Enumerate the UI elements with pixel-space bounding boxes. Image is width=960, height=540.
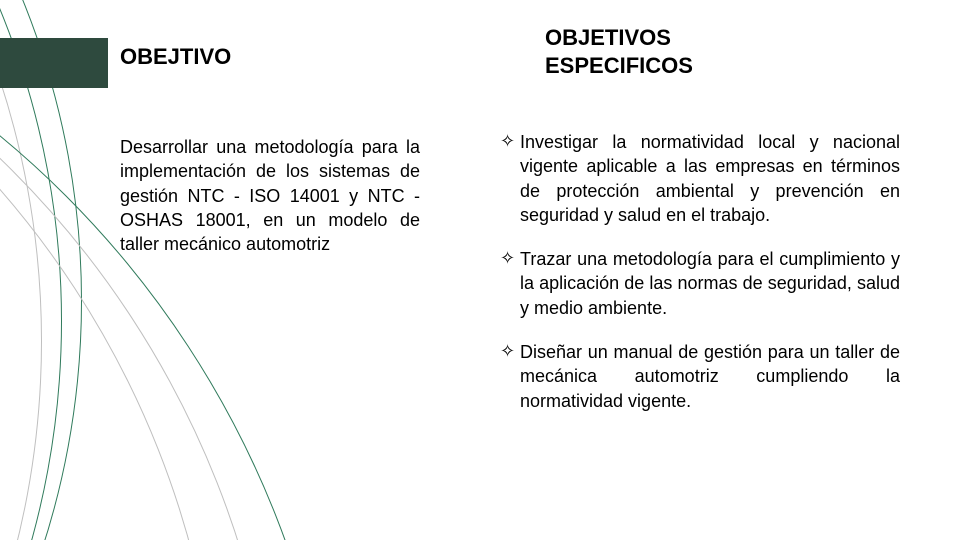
slide: OBEJTIVO OBJETIVOS ESPECIFICOS Desarroll… (0, 0, 960, 540)
heading-objetivos-especificos: OBJETIVOS ESPECIFICOS (545, 24, 693, 79)
list-item: ✧ Trazar una metodología para el cumplim… (500, 247, 900, 320)
list-item-text: Diseñar un manual de gestión para un tal… (520, 340, 900, 413)
heading-objetivo: OBEJTIVO (120, 44, 231, 70)
list-objetivos-especificos: ✧ Investigar la normatividad local y nac… (500, 130, 900, 433)
diamond-bullet-icon: ✧ (500, 340, 520, 362)
diamond-bullet-icon: ✧ (500, 247, 520, 269)
title-bar (0, 38, 108, 88)
paragraph-objetivo: Desarrollar una metodología para la impl… (120, 135, 420, 256)
list-item: ✧ Investigar la normatividad local y nac… (500, 130, 900, 227)
list-item-text: Trazar una metodología para el cumplimie… (520, 247, 900, 320)
list-item: ✧ Diseñar un manual de gestión para un t… (500, 340, 900, 413)
heading-line: ESPECIFICOS (545, 52, 693, 80)
heading-line: OBJETIVOS (545, 24, 693, 52)
list-item-text: Investigar la normatividad local y nacio… (520, 130, 900, 227)
diamond-bullet-icon: ✧ (500, 130, 520, 152)
